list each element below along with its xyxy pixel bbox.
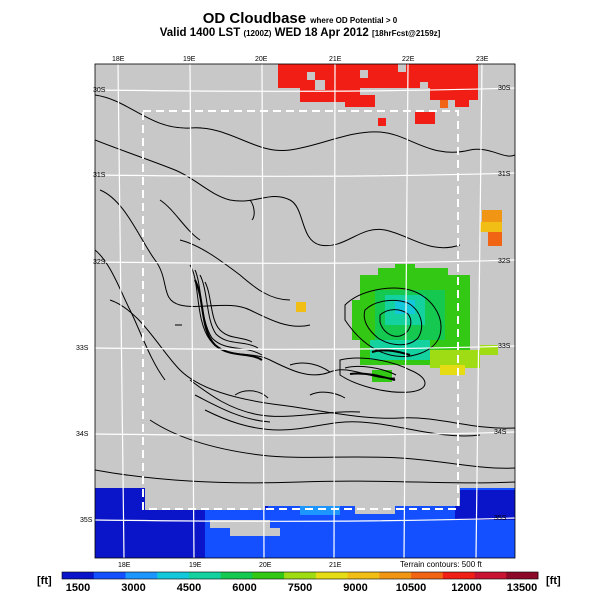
colorbar-tick-label: 4500 <box>177 582 201 594</box>
valid-zulu: (1200Z) <box>243 29 272 38</box>
colorbar-tick-label: 3000 <box>121 582 145 594</box>
colorbar-tick-label: 10500 <box>396 582 427 594</box>
lat-label-right: 32S <box>498 258 511 265</box>
colorbar-tick-label: 1500 <box>66 582 90 594</box>
colorbar-tick-label: 9000 <box>343 582 367 594</box>
domain-boundary <box>142 110 459 510</box>
lat-label-right: 35S <box>494 515 507 522</box>
colorbar-frame <box>61 571 539 580</box>
lon-label-bottom: 19E <box>189 562 202 569</box>
lon-label-bottom: 21E <box>329 562 342 569</box>
chart-title: OD Cloudbase <box>202 10 307 27</box>
colorbar-swatch <box>379 572 412 579</box>
chart-subtitle: where OD Potential > 0 <box>310 16 398 25</box>
lat-label-left: 31S <box>93 172 106 179</box>
lat-label-left: 30S <box>93 87 106 94</box>
colorbar-swatch <box>125 572 158 579</box>
lat-label-right: 34S <box>494 429 507 436</box>
lon-label-top: 20E <box>255 56 268 63</box>
colorbar-swatch <box>188 572 222 579</box>
lon-label-bottom: 20E <box>259 562 272 569</box>
colorbar-swatch <box>315 572 348 579</box>
map-frame <box>94 63 516 559</box>
colorbar-swatch <box>93 572 126 579</box>
lon-label-top: 23E <box>476 56 489 63</box>
colorbar-swatch <box>506 572 539 579</box>
colorbar-swatch <box>442 572 475 579</box>
colorbar <box>61 571 539 580</box>
colorbar-tick-label: 6000 <box>232 582 256 594</box>
lat-label-left: 33S <box>76 345 89 352</box>
colorbar-swatch <box>220 572 253 579</box>
colorbar-swatch <box>62 572 95 579</box>
terrain-note: Terrain contours: 500 ft <box>400 560 483 569</box>
lon-label-top: 22E <box>402 56 415 63</box>
map-field <box>95 64 515 558</box>
valid-time: Valid 1400 LST <box>159 27 241 39</box>
lat-label-right: 31S <box>498 171 511 178</box>
forecast-info: [18hrFcst@2159z] <box>372 29 441 38</box>
colorbar-swatch <box>252 572 285 579</box>
colorbar-ticks: 1500 3000 4500 6000 7500 9000 10500 12000 13500 <box>66 582 538 594</box>
lon-label-top: 21E <box>329 56 342 63</box>
lat-label-left: 34S <box>76 431 89 438</box>
colorbar-swatch <box>157 572 190 579</box>
valid-date: WED 18 Apr 2012 <box>274 27 369 39</box>
colorbar-swatch <box>474 572 507 579</box>
colorbar-swatch <box>347 572 380 579</box>
cloudbase-mid-east <box>480 210 502 246</box>
lat-lon-grid <box>95 64 515 558</box>
cloudbase-lowest-region <box>95 488 515 558</box>
coastline <box>194 279 411 381</box>
lat-label-right: 30S <box>498 85 511 92</box>
lat-label-left: 35S <box>80 517 93 524</box>
colorbar-tick-label: 7500 <box>288 582 312 594</box>
lat-label-right: 33S <box>498 343 511 350</box>
colorbar-tick-label: 12000 <box>451 582 482 594</box>
lon-label-top: 18E <box>112 56 125 63</box>
terrain-contours <box>95 94 515 484</box>
lat-label-left: 32S <box>93 259 106 266</box>
colorbar-unit-right: [ft] <box>546 575 561 587</box>
lon-label-top: 19E <box>183 56 196 63</box>
colorbar-tick-label: 13500 <box>507 582 538 594</box>
colorbar-swatch <box>284 572 317 579</box>
lon-label-bottom: 18E <box>118 562 131 569</box>
colorbar-swatch <box>411 572 444 579</box>
colorbar-unit-left: [ft] <box>37 575 52 587</box>
